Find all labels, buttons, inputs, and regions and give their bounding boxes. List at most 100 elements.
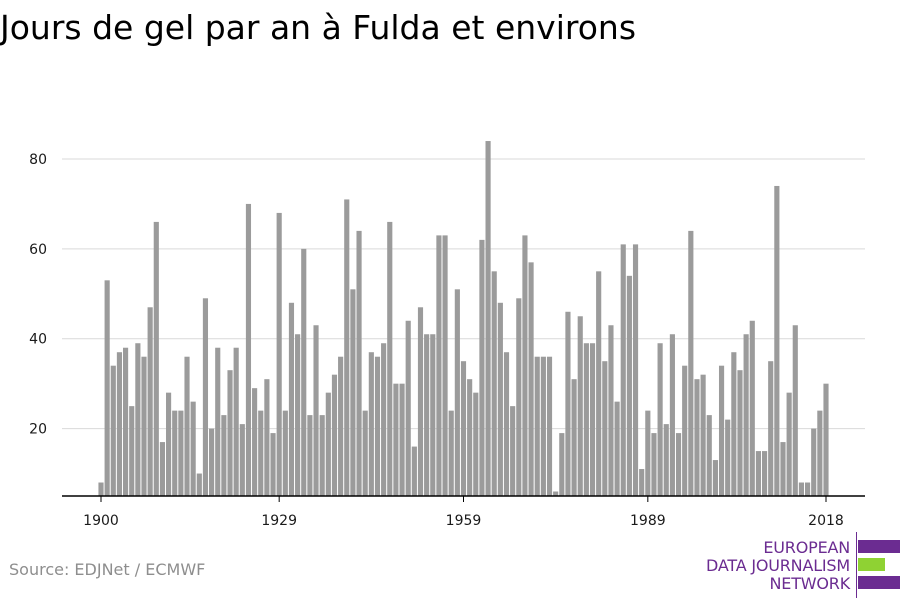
bar-1990 xyxy=(651,433,657,496)
bar-1938 xyxy=(331,374,338,496)
bar-1997 xyxy=(694,379,700,496)
bar-2013 xyxy=(792,325,798,496)
bar-1960 xyxy=(467,379,473,496)
bar-1925 xyxy=(252,388,258,496)
bar-1935 xyxy=(313,325,319,496)
bar-1951 xyxy=(411,446,417,496)
bar-1974 xyxy=(553,491,559,496)
bar-1922 xyxy=(233,347,239,496)
bar-1998 xyxy=(700,374,706,496)
bar-1961 xyxy=(473,392,479,496)
bar-1934 xyxy=(307,415,313,496)
bar-1945 xyxy=(374,356,381,496)
bar-1980 xyxy=(589,343,596,496)
x-tick-label-1900: 1900 xyxy=(83,513,119,529)
bar-2006 xyxy=(749,320,755,496)
x-axis-ticks: 1900 1929 1959 1989 2018 xyxy=(83,496,844,529)
bar-1962 xyxy=(479,239,485,496)
bar-1957 xyxy=(448,410,454,496)
bar-1958 xyxy=(454,289,460,496)
bar-1906 xyxy=(135,343,141,496)
bar-1950 xyxy=(405,320,411,496)
bar-2016 xyxy=(811,428,817,496)
bar-1978 xyxy=(577,316,583,496)
bar-1937 xyxy=(325,392,331,496)
bar-1931 xyxy=(288,302,295,496)
bar-1933 xyxy=(301,248,307,496)
bar-1982 xyxy=(602,361,608,496)
bar-1913 xyxy=(178,410,184,496)
bar-1932 xyxy=(295,334,301,496)
bar-1986 xyxy=(626,275,632,496)
bar-1912 xyxy=(172,410,178,496)
bar-1941 xyxy=(350,289,356,496)
bar-1923 xyxy=(239,424,245,496)
bar-2015 xyxy=(804,482,811,496)
bar-1940 xyxy=(344,199,350,496)
edjnet-logo[interactable]: EUROPEAN DATA JOURNALISM NETWORK xyxy=(700,530,900,600)
bar-1909 xyxy=(153,221,159,496)
x-tick-label-2018: 2018 xyxy=(808,513,844,529)
bar-1920 xyxy=(221,415,227,496)
logo-bar-purple-bottom xyxy=(858,576,900,589)
bar-1917 xyxy=(202,298,209,496)
bar-2009 xyxy=(768,361,774,496)
y-tick-label-20: 20 xyxy=(29,422,47,438)
bar-1905 xyxy=(129,406,135,496)
bar-2001 xyxy=(718,365,725,496)
bar-1902 xyxy=(110,365,116,496)
bar-1981 xyxy=(596,271,602,496)
bar-1959 xyxy=(460,361,467,496)
bar-1921 xyxy=(227,370,233,496)
x-tick-label-1929: 1929 xyxy=(261,513,297,529)
bar-1965 xyxy=(497,302,503,496)
bar-1930 xyxy=(282,410,288,496)
bar-1999 xyxy=(706,415,712,496)
bar-1985 xyxy=(620,244,626,496)
bars xyxy=(98,141,829,497)
bar-1972 xyxy=(540,356,546,496)
logo-bar-green xyxy=(858,558,885,571)
bar-2003 xyxy=(731,352,737,496)
bar-2008 xyxy=(761,451,768,496)
bar-1946 xyxy=(381,343,387,496)
bar-1914 xyxy=(184,356,190,496)
bar-1977 xyxy=(571,379,577,496)
bar-1944 xyxy=(368,352,374,496)
logo-divider xyxy=(856,532,857,598)
logo-line-network: NETWORK xyxy=(769,574,851,593)
x-tick-label-1989: 1989 xyxy=(630,513,666,529)
bar-1949 xyxy=(399,383,405,496)
bar-1979 xyxy=(583,343,589,496)
bar-2005 xyxy=(743,334,749,496)
bar-1963 xyxy=(485,141,491,496)
logo-line-data-journalism: DATA JOURNALISM xyxy=(706,556,850,575)
y-tick-label-60: 60 xyxy=(29,242,47,258)
bar-1973 xyxy=(546,356,553,496)
bar-1926 xyxy=(258,410,264,496)
bar-1968 xyxy=(516,298,522,496)
bar-1966 xyxy=(503,352,510,496)
bar-1943 xyxy=(362,410,368,496)
bar-1967 xyxy=(510,406,516,496)
bar-2002 xyxy=(725,419,731,496)
bar-1915 xyxy=(190,401,196,496)
bar-1916 xyxy=(196,473,202,496)
bar-1903 xyxy=(116,352,123,496)
bar-1995 xyxy=(682,365,688,496)
y-tick-label-80: 80 xyxy=(29,152,47,168)
bar-1994 xyxy=(675,433,682,496)
bar-2018 xyxy=(823,383,829,496)
bar-1939 xyxy=(338,356,344,496)
bar-1996 xyxy=(688,230,694,497)
bar-2012 xyxy=(786,392,792,496)
bar-1971 xyxy=(534,356,540,496)
bar-1904 xyxy=(123,347,129,496)
bar-1908 xyxy=(147,307,153,496)
bar-1918 xyxy=(209,428,215,496)
y-axis-ticks: 20 40 60 80 xyxy=(29,152,47,438)
bar-1927 xyxy=(264,379,270,496)
bar-1984 xyxy=(614,401,620,496)
bar-1993 xyxy=(669,334,675,496)
